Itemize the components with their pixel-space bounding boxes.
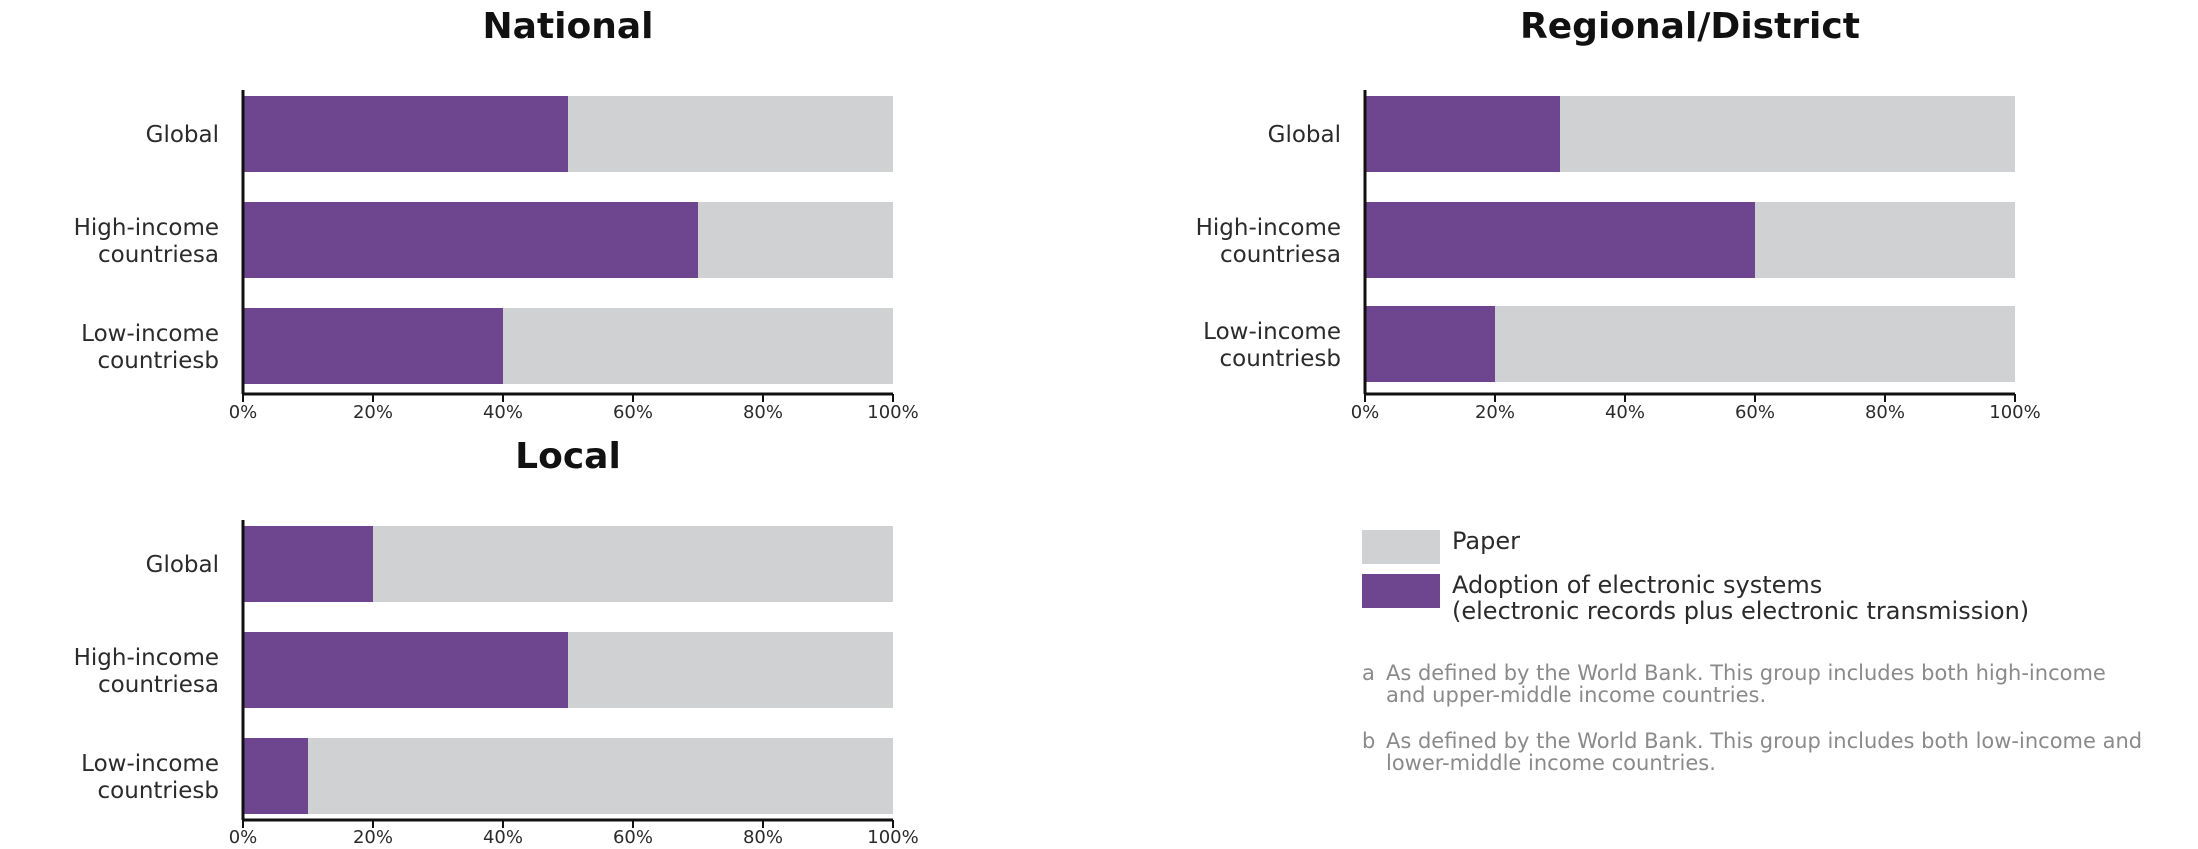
bar-electronic bbox=[1365, 306, 1495, 382]
x-tick-label: 40% bbox=[483, 827, 523, 848]
bar-electronic bbox=[243, 202, 698, 278]
bar-electronic bbox=[243, 526, 373, 602]
footnote-letter: b bbox=[1362, 729, 1376, 753]
x-tick-label: 0% bbox=[229, 827, 258, 848]
footnotes: a As defined by the World Bank. This gro… bbox=[1362, 662, 2182, 798]
bar-paper bbox=[373, 526, 893, 602]
x-tick-label: 100% bbox=[867, 827, 918, 848]
category-label: Global bbox=[146, 122, 219, 148]
category-label: High-income countriesa bbox=[74, 645, 219, 698]
category-label: Global bbox=[146, 552, 219, 578]
footnote-b: b As defined by the World Bank. This gro… bbox=[1362, 730, 2182, 774]
category-label: High-income countriesa bbox=[74, 215, 219, 268]
category-label: High-income countriesa bbox=[1196, 215, 1341, 268]
bar-paper bbox=[1755, 202, 2015, 278]
x-tick-label: 60% bbox=[1735, 402, 1775, 423]
bar-paper bbox=[1495, 306, 2015, 382]
chart-title: Regional/District bbox=[1520, 6, 1860, 47]
x-tick-label: 60% bbox=[613, 827, 653, 848]
x-tick-label: 0% bbox=[1351, 402, 1380, 423]
x-tick-label: 100% bbox=[1989, 402, 2040, 423]
x-tick-label: 40% bbox=[483, 402, 523, 423]
bar-electronic bbox=[1365, 202, 1755, 278]
bar-paper bbox=[503, 308, 893, 384]
legend-label-paper: Paper bbox=[1452, 527, 1520, 555]
x-tick-label: 20% bbox=[353, 827, 393, 848]
bar-paper bbox=[568, 632, 893, 708]
x-tick-label: 0% bbox=[229, 402, 258, 423]
legend-label-electronic: Adoption of electronic systems (electron… bbox=[1452, 572, 2029, 624]
category-label: Low-income countriesb bbox=[1203, 319, 1341, 372]
footnote-a: a As defined by the World Bank. This gro… bbox=[1362, 662, 2182, 706]
bar-electronic bbox=[243, 96, 568, 172]
chart-title: Local bbox=[515, 436, 621, 477]
x-tick-label: 100% bbox=[867, 402, 918, 423]
legend: Paper Adoption of electronic systems (el… bbox=[1362, 528, 2182, 632]
bar-paper bbox=[1560, 96, 2015, 172]
bar-paper bbox=[568, 96, 893, 172]
x-tick-label: 80% bbox=[1865, 402, 1905, 423]
footnote-letter: a bbox=[1362, 661, 1375, 685]
chart-title: National bbox=[483, 6, 654, 47]
legend-swatch-paper bbox=[1362, 530, 1440, 564]
bar-electronic bbox=[243, 632, 568, 708]
x-tick-label: 80% bbox=[743, 827, 783, 848]
bar-electronic bbox=[1365, 96, 1560, 172]
category-label: Global bbox=[1268, 122, 1341, 148]
x-tick-label: 80% bbox=[743, 402, 783, 423]
category-label: Low-income countriesb bbox=[81, 751, 219, 804]
legend-item-paper: Paper bbox=[1362, 528, 2182, 564]
legend-item-electronic: Adoption of electronic systems (electron… bbox=[1362, 572, 2182, 624]
legend-label-electronic-line2: (electronic records plus electronic tran… bbox=[1452, 597, 2030, 625]
legend-swatch-electronic bbox=[1362, 574, 1440, 608]
x-tick-label: 20% bbox=[1475, 402, 1515, 423]
footnote-text: As defined by the World Bank. This group… bbox=[1386, 661, 2106, 707]
bar-paper bbox=[698, 202, 893, 278]
x-tick-label: 60% bbox=[613, 402, 653, 423]
x-tick-label: 40% bbox=[1605, 402, 1645, 423]
x-tick-label: 20% bbox=[353, 402, 393, 423]
legend-label-electronic-line1: Adoption of electronic systems bbox=[1452, 571, 1823, 599]
bar-paper bbox=[308, 738, 893, 814]
category-label: Low-income countriesb bbox=[81, 321, 219, 374]
bar-electronic bbox=[243, 738, 308, 814]
footnote-text: As defined by the World Bank. This group… bbox=[1386, 729, 2143, 775]
bar-electronic bbox=[243, 308, 503, 384]
